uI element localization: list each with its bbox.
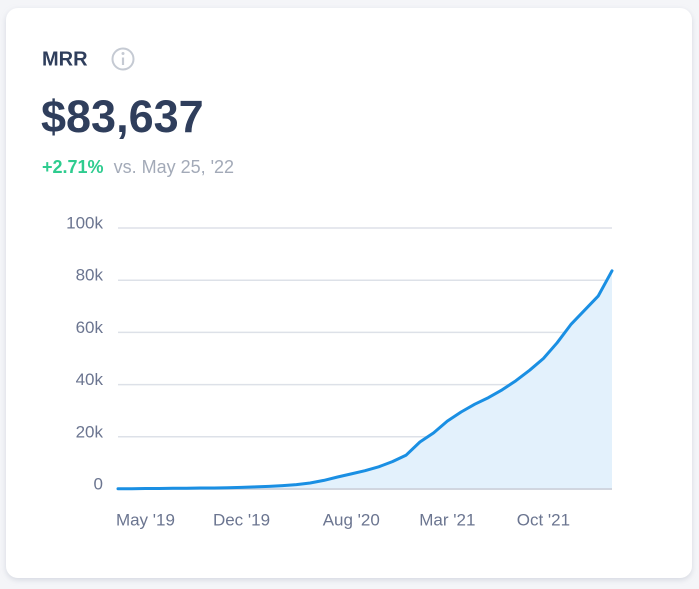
y-tick-label: 40k (76, 370, 104, 389)
y-tick-label: 80k (76, 266, 104, 285)
y-tick-label: 60k (76, 318, 104, 337)
line (116, 269, 614, 491)
x-tick-label: May '19 (116, 510, 175, 529)
metric-value: $83,637 (41, 91, 204, 142)
change-line: +2.71% vs. May 25, '22 (42, 157, 234, 177)
x-tick-label: Dec '19 (213, 510, 270, 529)
info-icon[interactable] (111, 47, 135, 71)
comparison: vs. May 25, '22 (114, 157, 235, 177)
card-title: MRR (42, 48, 88, 70)
y-tick-label: 100k (66, 213, 103, 232)
change: +2.71% (42, 157, 104, 177)
x-tick-label: Mar '21 (419, 510, 475, 529)
y-tick-label: 20k (76, 422, 104, 441)
y-tick-label: 0 (94, 474, 103, 493)
x-tick-label: Aug '20 (323, 510, 380, 529)
area-fill (118, 270, 612, 489)
x-tick-label: Oct '21 (517, 510, 570, 529)
